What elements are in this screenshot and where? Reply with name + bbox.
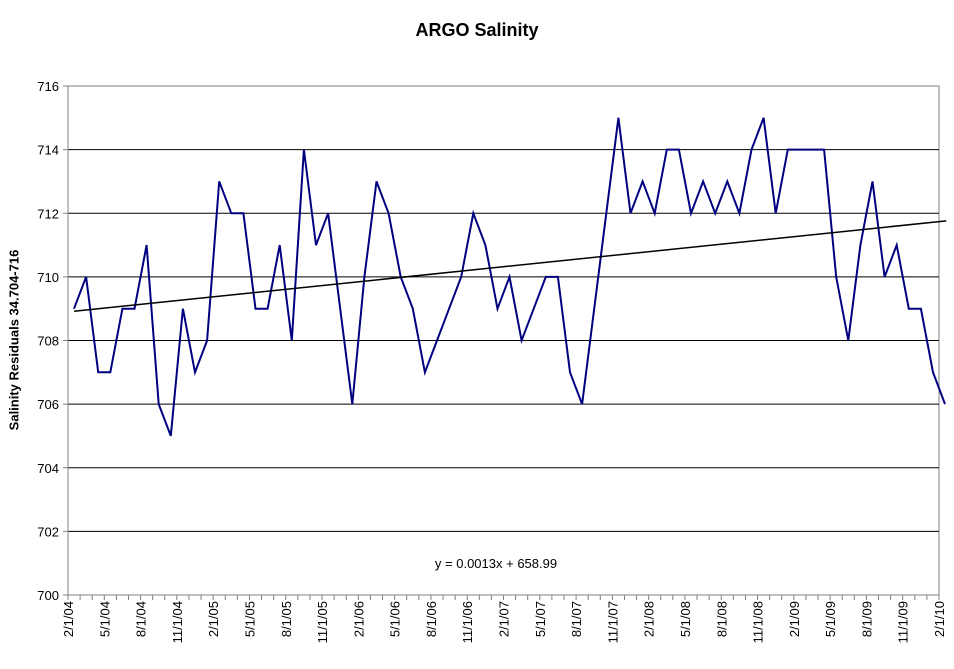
y-tick-label: 700 xyxy=(37,588,59,603)
x-tick-label: 5/1/04 xyxy=(97,601,112,637)
series-line-salinity xyxy=(73,117,946,437)
x-tick-label: 5/1/06 xyxy=(388,601,403,637)
x-tick-label: 11/1/07 xyxy=(605,601,620,643)
x-tick-label: 8/1/07 xyxy=(569,601,584,637)
x-tick-label: 11/1/04 xyxy=(170,601,185,643)
y-tick-label: 710 xyxy=(37,270,59,285)
x-tick-label: 11/1/09 xyxy=(896,601,911,643)
x-tick-label: 8/1/04 xyxy=(134,601,149,637)
y-tick-label: 704 xyxy=(37,461,59,476)
x-tick-label: 8/1/06 xyxy=(424,601,439,637)
trendline-equation: y = 0.0013x + 658.99 xyxy=(435,556,557,571)
y-tick-label: 708 xyxy=(37,334,59,349)
x-tick-label: 8/1/05 xyxy=(279,601,294,637)
x-tick-label: 5/1/07 xyxy=(533,601,548,637)
x-ticks: 2/1/04 5/1/04 8/1/04 11/1/04 2/1/05 5/1/05 8/1… xyxy=(61,595,947,643)
y-tick-label: 702 xyxy=(37,524,59,539)
x-tick-label: 8/1/09 xyxy=(859,601,874,637)
x-tick-label: 5/1/05 xyxy=(242,601,257,637)
x-tick-label: 2/1/05 xyxy=(206,601,221,637)
x-tick-label: 8/1/08 xyxy=(714,601,729,637)
y-tick-label: 714 xyxy=(37,143,59,158)
x-tick-label: 2/1/08 xyxy=(642,601,657,637)
chart-title: ARGO Salinity xyxy=(415,20,539,40)
trendline xyxy=(73,220,947,312)
x-tick-label: 11/1/06 xyxy=(460,601,475,643)
x-tick-label: 2/1/09 xyxy=(787,601,802,637)
x-tick-label: 11/1/08 xyxy=(751,601,766,643)
x-tick-label: 5/1/09 xyxy=(823,601,838,637)
series-group xyxy=(73,117,947,437)
x-tick-label: 2/1/10 xyxy=(932,601,947,637)
y-ticks: 700 702 704 706 708 710 712 714 716 xyxy=(37,79,68,603)
x-tick-label: 2/1/06 xyxy=(351,601,366,637)
y-tick-label: 716 xyxy=(37,79,59,94)
x-tick-label: 11/1/05 xyxy=(315,601,330,643)
y-tick-label: 712 xyxy=(37,206,59,221)
x-tick-label: 2/1/04 xyxy=(61,601,76,637)
x-tick-label: 2/1/07 xyxy=(497,601,512,637)
x-tick-label: 5/1/08 xyxy=(678,601,693,637)
y-tick-label: 706 xyxy=(37,397,59,412)
